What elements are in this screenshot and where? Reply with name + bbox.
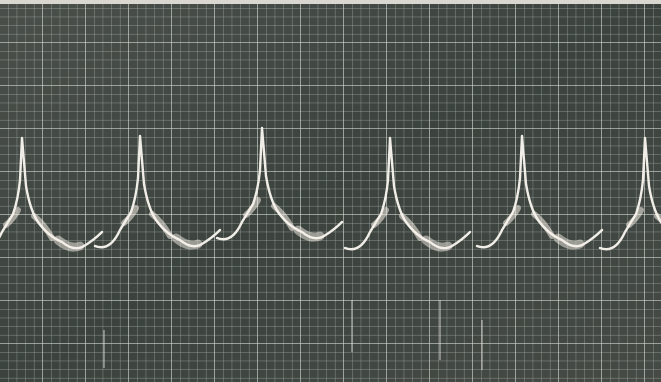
top-edge (0, 0, 661, 4)
major-grid (0, 0, 661, 382)
waveform-photo (0, 0, 661, 382)
